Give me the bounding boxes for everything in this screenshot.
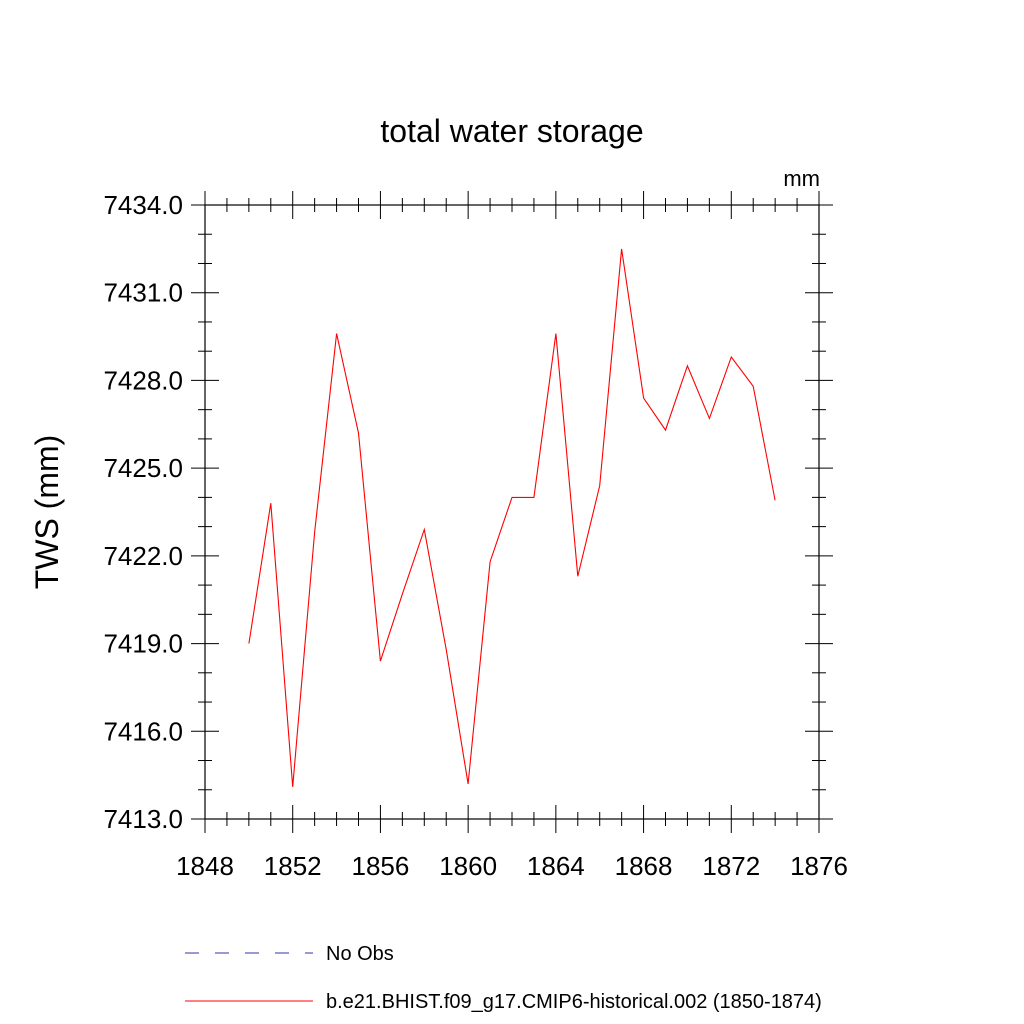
x-tick-label: 1852: [264, 851, 322, 881]
x-tick-label: 1848: [176, 851, 234, 881]
y-tick-label: 7434.0: [103, 190, 183, 220]
y-axis-label: TWS (mm): [29, 435, 65, 590]
series-line: [248, 248, 776, 787]
units-label: mm: [783, 166, 820, 191]
y-tick-label: 7419.0: [103, 629, 183, 659]
x-tick-label: 1872: [702, 851, 760, 881]
y-tick-label: 7422.0: [103, 541, 183, 571]
axis-ticks: [191, 191, 833, 833]
legend-label-historical: b.e21.BHIST.f09_g17.CMIP6-historical.002…: [326, 991, 822, 1013]
x-tick-label: 1856: [352, 851, 410, 881]
y-tick-label: 7413.0: [103, 804, 183, 834]
x-tick-labels: 1848 1852 1856 1860 1864 1868 1872 1876: [176, 851, 848, 881]
y-tick-label: 7431.0: [103, 278, 183, 308]
x-tick-label: 1876: [790, 851, 848, 881]
series-lines: [248, 248, 776, 787]
plot-frame: [204, 204, 820, 820]
y-tick-label: 7416.0: [103, 716, 183, 746]
y-tick-label: 7425.0: [103, 453, 183, 483]
x-tick-label: 1864: [527, 851, 585, 881]
chart-title: total water storage: [380, 113, 643, 149]
y-tick-label: 7428.0: [103, 365, 183, 395]
y-tick-labels: 7413.0 7416.0 7419.0 7422.0 7425.0 7428.0 7431…: [103, 190, 183, 834]
legend: No Obs b.e21.BHIST.f09_g17.CMIP6-histori…: [185, 943, 822, 1013]
x-tick-label: 1860: [439, 851, 497, 881]
x-tick-label: 1868: [615, 851, 673, 881]
legend-label-no-obs: No Obs: [326, 943, 394, 965]
